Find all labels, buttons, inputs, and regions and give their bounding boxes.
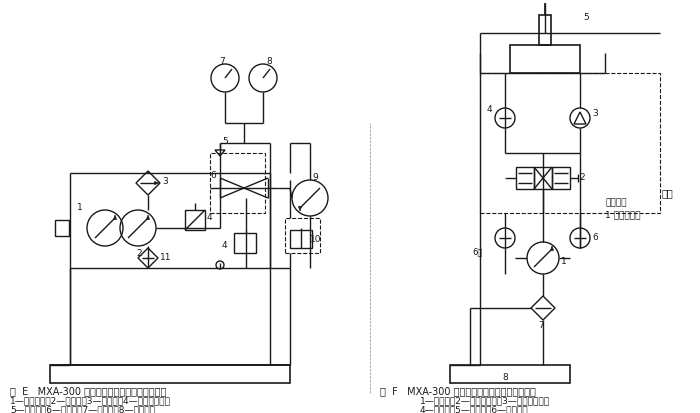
Text: 9: 9 [312, 173, 318, 183]
Bar [516, 167, 534, 189]
Text: 4: 4 [207, 214, 213, 223]
Text: 6一: 6一 [473, 247, 483, 256]
Polygon shape [298, 206, 302, 211]
Bar [234, 233, 256, 253]
Text: 阀组: 阀组 [662, 188, 673, 198]
Text: 5—单向阀；6—梭形阀；7—低压表；8—高压表；: 5—单向阀；6—梭形阀；7—低压表；8—高压表； [10, 406, 155, 413]
Bar [55, 220, 69, 236]
Text: 6: 6 [592, 233, 598, 242]
Text: 1 调高千斤顶: 1 调高千斤顶 [605, 211, 640, 219]
Bar [210, 153, 265, 213]
Text: 8: 8 [266, 57, 272, 66]
Text: 2: 2 [136, 249, 141, 257]
Text: 1: 1 [561, 256, 567, 266]
Text: 7: 7 [538, 320, 544, 330]
Text: 到右滚筒: 到右滚筒 [605, 199, 626, 207]
Text: 1—液压泵；2—手动换向阀；3—液控单向阀；: 1—液压泵；2—手动换向阀；3—液控单向阀； [420, 396, 550, 406]
Bar [510, 45, 580, 73]
Text: 6: 6 [210, 171, 216, 180]
Text: 图  F   MXA-300 型采煤机截割部液压传动系统图: 图 F MXA-300 型采煤机截割部液压传动系统图 [380, 386, 536, 396]
Bar [50, 365, 290, 383]
Bar [480, 73, 660, 213]
Text: 4: 4 [487, 105, 493, 114]
Bar [285, 218, 320, 253]
Bar [450, 365, 570, 383]
Text: 7: 7 [219, 57, 225, 66]
Bar [552, 167, 570, 189]
Text: 5: 5 [222, 137, 228, 145]
Text: 10: 10 [310, 235, 321, 244]
Text: 3: 3 [162, 176, 168, 185]
Text: 11: 11 [160, 254, 172, 263]
Text: 5: 5 [583, 14, 589, 22]
Text: 4: 4 [222, 240, 228, 249]
Text: 8: 8 [502, 373, 508, 382]
Text: 图  E   MXA-300 型采煤机牵引部液压传动系统图: 图 E MXA-300 型采煤机牵引部液压传动系统图 [10, 386, 167, 396]
Polygon shape [550, 246, 554, 251]
Polygon shape [146, 215, 150, 219]
Text: 1—主液压泵；2—辅助泵；3—冷却器；4—安全溢流阀；: 1—主液压泵；2—辅助泵；3—冷却器；4—安全溢流阀； [10, 396, 171, 406]
Text: 3: 3 [592, 109, 598, 118]
Bar [539, 15, 551, 45]
Bar [290, 230, 312, 248]
Text: 2: 2 [579, 173, 584, 183]
Bar [185, 210, 205, 230]
Text: 1: 1 [77, 204, 83, 213]
Polygon shape [113, 215, 116, 219]
Text: 4—溢流阀；5—液压缸；6—溢流阀；: 4—溢流阀；5—液压缸；6—溢流阀； [420, 406, 528, 413]
Polygon shape [155, 181, 159, 185]
Bar [534, 167, 552, 189]
